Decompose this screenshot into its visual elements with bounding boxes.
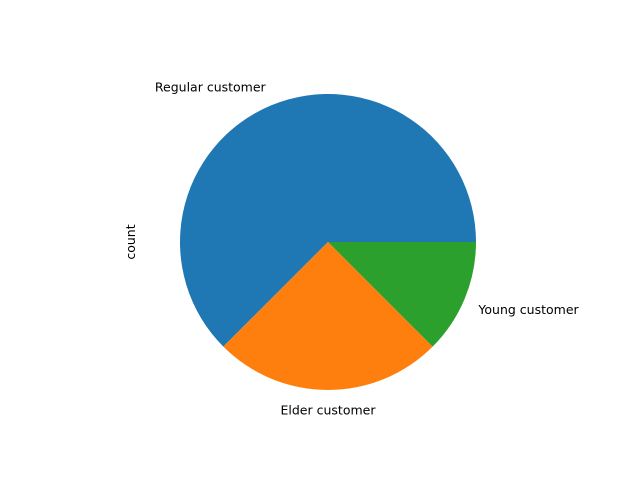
pie-slice-elder-customer [223,242,433,390]
pie-slice-regular-customer [180,94,477,347]
slice-label-young-customer: Young customer [477,302,579,317]
slice-label-regular-customer: Regular customer [155,80,267,95]
pie-labels: Regular customer Elder customer Young cust… [155,80,580,418]
pie-slice-young-customer [328,242,476,347]
pie-slices [180,94,477,390]
y-axis-label: count [123,224,138,259]
slice-label-elder-customer: Elder customer [281,402,377,417]
